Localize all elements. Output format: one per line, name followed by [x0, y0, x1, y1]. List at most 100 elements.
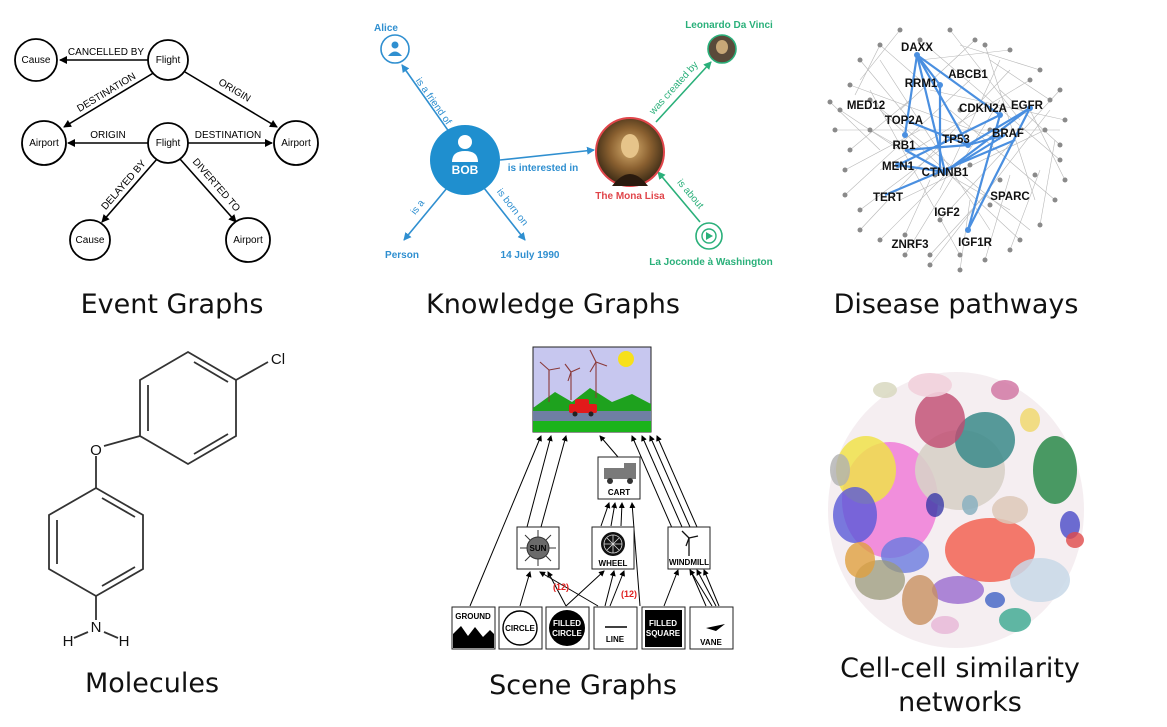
node-bob-label: BOB [452, 163, 479, 177]
filled-square-icon [645, 610, 682, 647]
car-drawing [569, 399, 597, 417]
node-filled-circle-label-1: FILLED [553, 619, 581, 628]
edge-label-destination-2: DESTINATION [195, 130, 261, 141]
gene-daxx: DAXX [901, 42, 933, 54]
gene-tert: TERT [873, 192, 903, 204]
node-filled-circle-label-2: CIRCLE [552, 629, 582, 638]
background-nodes [827, 27, 1068, 273]
edge-interested [499, 146, 595, 161]
vane-icon [706, 624, 725, 631]
gene-braf: BRAF [992, 128, 1024, 140]
node-alice-label: Alice [374, 23, 398, 34]
play-icon [701, 228, 717, 244]
disease-network: DAXX ABCB1 RRM1 MED12 CDKN2A EGFR TOP2A … [827, 27, 1068, 273]
multiplicity-label-1: (12) [553, 582, 569, 592]
wheel-icon [601, 532, 625, 556]
gene-znrf3: ZNRF3 [891, 239, 928, 251]
atom-h-right: H [119, 633, 130, 650]
event-graph: CANCELLED BY DESTINATION ORIGIN ORIGIN D… [14, 38, 319, 263]
highlight-edges [884, 54, 1031, 231]
node-ground-label: GROUND [455, 612, 491, 621]
filled-circle-icon [549, 610, 585, 646]
ground-icon [453, 626, 494, 648]
edge-delayed-by [101, 158, 158, 223]
edge-label-origin-2: ORIGIN [90, 130, 126, 141]
grass-drawing [533, 421, 651, 432]
edge-origin-1 [184, 71, 278, 128]
knowledge-graph: is a friend of is interested in is a is … [374, 20, 773, 268]
scene-image [532, 346, 652, 433]
edge-label-cancelled-by: CANCELLED BY [68, 47, 144, 58]
gene-igf1r: IGF1R [958, 237, 993, 249]
node-sun-label: SUN [530, 544, 547, 553]
edge-label-about: is about [674, 177, 705, 211]
mona-lisa-body [612, 174, 648, 186]
node-joconde-label: La Joconde à Washington [649, 257, 773, 268]
gene-abcb1: ABCB1 [948, 69, 988, 81]
atom-n: N [91, 619, 102, 636]
caption-knowledge-graphs: Knowledge Graphs [426, 289, 680, 320]
windmill-icon [681, 530, 699, 556]
caption-molecules: Molecules [85, 668, 219, 699]
atom-cl: Cl [271, 351, 285, 368]
caption-scene-graphs: Scene Graphs [489, 670, 677, 701]
gene-men1: MEN1 [882, 161, 915, 173]
bond-cl [235, 361, 269, 381]
gene-igf2: IGF2 [934, 207, 960, 219]
node-cart-label: CART [608, 488, 630, 497]
edge-is-a [403, 187, 448, 241]
scene-graph: (12) (12) CART SUN [451, 346, 734, 650]
gene-cdkn2a: CDKN2A [959, 103, 1007, 115]
node-cause-1-label: Cause [22, 55, 51, 66]
node-filled-square-label-2: SQUARE [646, 629, 681, 638]
caption-cell-similarity-line2: networks [898, 687, 1022, 718]
node-windmill-label: WINDMILL [669, 558, 709, 567]
windmills-drawing [539, 349, 608, 402]
person-icon [452, 135, 478, 162]
gene-egfr: EGFR [1011, 100, 1044, 112]
edge-destination-1 [63, 71, 156, 128]
gene-ctnnb1: CTNNB1 [922, 167, 969, 179]
cell-similarity-embedding [828, 372, 1084, 648]
edge-label-diverted-to: DIVERTED TO [190, 157, 242, 215]
caption-disease-pathways: Disease pathways [834, 289, 1079, 320]
edge-created-by [655, 61, 712, 123]
node-flight-2 [147, 122, 189, 164]
gene-tp53: TP53 [942, 134, 970, 146]
edge-friend [401, 64, 453, 137]
node-airport-2 [273, 120, 319, 166]
bond-nh-left [73, 631, 89, 639]
double-bond [101, 566, 136, 587]
double-bond [193, 433, 229, 455]
highlight-nodes [895, 52, 1033, 233]
mona-lisa-face [621, 134, 639, 158]
atom-o: O [90, 442, 102, 459]
node-alice [380, 34, 410, 64]
person-icon [388, 41, 402, 56]
node-filled-square-label-1: FILLED [649, 619, 677, 628]
node-airport-2-label: Airport [281, 138, 311, 149]
edge-about [657, 171, 701, 223]
node-airport-3 [225, 217, 271, 263]
node-vane-label: VANE [700, 638, 722, 647]
atom-h-left: H [63, 633, 74, 650]
edges-to-scene [469, 435, 707, 607]
caption-event-graphs: Event Graphs [81, 289, 264, 320]
node-flight-1-label: Flight [156, 55, 181, 66]
benzene-ring-bottom [48, 486, 144, 598]
sun-drawing [618, 351, 634, 367]
background-edges [829, 29, 1066, 271]
node-circle-label: CIRCLE [505, 624, 535, 633]
node-cause-2 [69, 219, 111, 261]
edge-label-destination-1: DESTINATION [75, 71, 138, 115]
double-bond [101, 497, 136, 518]
node-airport-1-label: Airport [29, 138, 59, 149]
node-line-label: LINE [606, 635, 625, 644]
node-flight-1 [147, 39, 189, 81]
node-mona-lisa-label: The Mona Lisa [595, 191, 665, 202]
edge-label-delayed-by: DELAYED BY [100, 158, 149, 212]
node-flight-2-label: Flight [156, 138, 181, 149]
edge-diverted-to [179, 158, 237, 223]
bond-nh-right [103, 631, 119, 639]
